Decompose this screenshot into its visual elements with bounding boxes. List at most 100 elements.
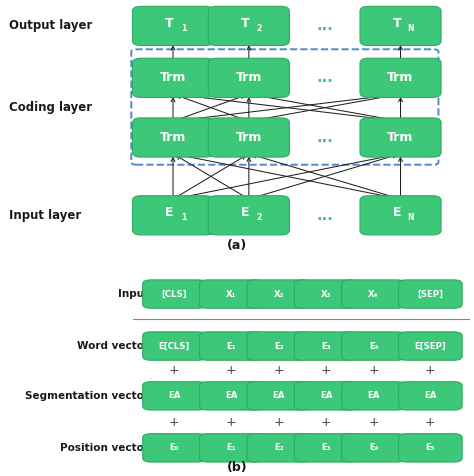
Text: [CLS]: [CLS] <box>162 289 187 298</box>
Text: N: N <box>408 24 414 33</box>
FancyBboxPatch shape <box>247 332 310 360</box>
Text: +: + <box>273 416 284 429</box>
Text: 2: 2 <box>256 24 262 33</box>
FancyBboxPatch shape <box>143 382 206 410</box>
Text: E: E <box>165 206 173 219</box>
Text: Input layer: Input layer <box>9 209 82 222</box>
FancyBboxPatch shape <box>360 118 441 157</box>
Text: N: N <box>408 213 414 222</box>
FancyBboxPatch shape <box>360 196 441 235</box>
FancyBboxPatch shape <box>200 434 263 462</box>
FancyBboxPatch shape <box>342 280 405 308</box>
Text: ...: ... <box>316 70 333 85</box>
Text: ...: ... <box>316 19 333 33</box>
Text: ...: ... <box>316 130 333 145</box>
Text: Trm: Trm <box>160 131 186 144</box>
Text: Trm: Trm <box>160 71 186 84</box>
FancyBboxPatch shape <box>247 280 310 308</box>
Text: +: + <box>273 365 284 377</box>
Text: +: + <box>169 365 180 377</box>
FancyBboxPatch shape <box>200 332 263 360</box>
Text: E[SEP]: E[SEP] <box>415 342 446 350</box>
Text: +: + <box>368 416 379 429</box>
Text: T: T <box>165 17 173 30</box>
Text: Output layer: Output layer <box>9 20 93 32</box>
FancyBboxPatch shape <box>342 382 405 410</box>
Text: E₄: E₄ <box>369 443 378 452</box>
FancyBboxPatch shape <box>399 382 462 410</box>
Text: E: E <box>392 206 401 219</box>
FancyBboxPatch shape <box>132 118 213 157</box>
FancyBboxPatch shape <box>342 332 405 360</box>
Text: +: + <box>425 365 436 377</box>
FancyBboxPatch shape <box>399 280 462 308</box>
FancyBboxPatch shape <box>143 280 206 308</box>
Text: E₃: E₃ <box>321 342 331 350</box>
Text: E₂: E₂ <box>274 443 283 452</box>
Text: Trm: Trm <box>236 71 262 84</box>
Text: Input: Input <box>118 289 149 299</box>
Text: Trm: Trm <box>236 131 262 144</box>
FancyBboxPatch shape <box>143 332 206 360</box>
FancyBboxPatch shape <box>209 196 289 235</box>
FancyBboxPatch shape <box>209 6 289 46</box>
Text: ...: ... <box>316 208 333 223</box>
FancyBboxPatch shape <box>399 434 462 462</box>
FancyBboxPatch shape <box>247 434 310 462</box>
FancyBboxPatch shape <box>294 332 358 360</box>
FancyBboxPatch shape <box>360 58 441 98</box>
FancyBboxPatch shape <box>209 118 289 157</box>
Text: X₂: X₂ <box>273 289 284 298</box>
Text: [SEP]: [SEP] <box>418 289 443 298</box>
Text: E₅: E₅ <box>426 443 435 452</box>
Text: E[CLS]: E[CLS] <box>159 342 190 350</box>
FancyBboxPatch shape <box>360 6 441 46</box>
FancyBboxPatch shape <box>342 434 405 462</box>
Text: E₁: E₁ <box>227 342 236 350</box>
Text: Coding layer: Coding layer <box>9 101 92 114</box>
Text: E: E <box>241 206 249 219</box>
FancyBboxPatch shape <box>132 6 213 46</box>
Text: (b): (b) <box>227 461 247 474</box>
FancyBboxPatch shape <box>200 280 263 308</box>
Text: +: + <box>226 365 237 377</box>
Text: +: + <box>226 416 237 429</box>
Text: +: + <box>368 365 379 377</box>
Text: Word vector: Word vector <box>77 341 149 351</box>
Text: EA: EA <box>367 391 380 400</box>
FancyBboxPatch shape <box>294 382 358 410</box>
FancyBboxPatch shape <box>294 280 358 308</box>
Text: +: + <box>321 365 331 377</box>
Text: E₁: E₁ <box>227 443 236 452</box>
Text: Position vector: Position vector <box>60 443 149 453</box>
Text: EA: EA <box>225 391 237 400</box>
FancyBboxPatch shape <box>399 332 462 360</box>
Text: EA: EA <box>168 391 181 400</box>
Text: Trm: Trm <box>387 71 414 84</box>
Text: Segmentation vector: Segmentation vector <box>25 391 149 401</box>
FancyBboxPatch shape <box>132 196 213 235</box>
FancyBboxPatch shape <box>143 434 206 462</box>
Text: X₁: X₁ <box>226 289 237 298</box>
Text: EA: EA <box>424 391 437 400</box>
Text: EA: EA <box>320 391 332 400</box>
Text: +: + <box>321 416 331 429</box>
Text: E₂: E₂ <box>274 342 283 350</box>
Text: EA: EA <box>273 391 285 400</box>
Text: Trm: Trm <box>387 131 414 144</box>
Text: (a): (a) <box>227 238 247 252</box>
Text: T: T <box>392 17 401 30</box>
Text: +: + <box>425 416 436 429</box>
Text: +: + <box>169 416 180 429</box>
FancyBboxPatch shape <box>200 382 263 410</box>
Text: X₃: X₃ <box>321 289 331 298</box>
Text: 2: 2 <box>256 213 262 222</box>
FancyBboxPatch shape <box>247 382 310 410</box>
Text: E₄: E₄ <box>369 342 378 350</box>
Text: E₃: E₃ <box>321 443 331 452</box>
Text: X₄: X₄ <box>368 289 379 298</box>
FancyBboxPatch shape <box>132 58 213 98</box>
FancyBboxPatch shape <box>294 434 358 462</box>
FancyBboxPatch shape <box>209 58 289 98</box>
Text: E₀: E₀ <box>170 443 179 452</box>
